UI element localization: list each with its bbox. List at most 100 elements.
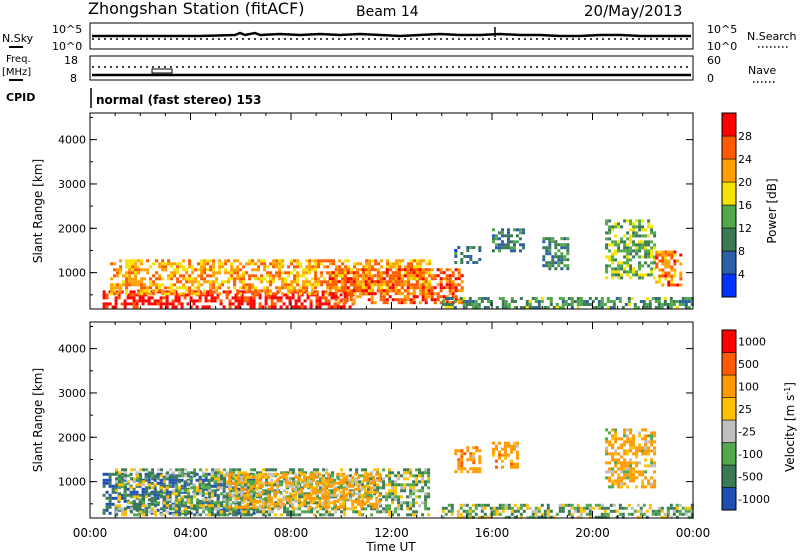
heatmap-cell xyxy=(181,489,185,493)
heatmap-cell xyxy=(127,501,131,505)
heatmap-cell xyxy=(608,467,612,471)
heatmap-cell xyxy=(328,271,332,275)
heatmap-cell xyxy=(672,300,676,303)
heatmap-cell xyxy=(173,289,177,293)
heatmap-cell xyxy=(315,490,319,494)
heatmap-cell xyxy=(343,286,347,290)
heatmap-cell xyxy=(650,225,654,229)
heatmap-cell xyxy=(412,277,416,281)
heatmap-cell xyxy=(664,256,668,260)
heatmap-cell xyxy=(125,277,129,281)
heatmap-cell xyxy=(321,293,325,297)
freq-dip xyxy=(151,68,173,74)
heatmap-cell xyxy=(516,441,519,445)
heatmap-cell xyxy=(385,283,389,287)
heatmap-cell xyxy=(218,283,222,287)
heatmap-cell xyxy=(131,262,135,266)
heatmap-cell xyxy=(290,289,294,293)
heatmap-cell xyxy=(570,503,574,507)
heatmap-cell xyxy=(626,485,630,489)
heatmap-cell xyxy=(214,507,218,511)
heatmap-cell xyxy=(164,286,168,290)
heatmap-cell xyxy=(249,496,253,500)
heatmap-cell xyxy=(647,252,651,256)
heatmap-cell xyxy=(340,510,344,514)
heatmap-cell xyxy=(237,490,241,494)
heatmap-cell xyxy=(632,479,636,483)
heatmap-cell xyxy=(391,495,395,499)
heatmap-cell xyxy=(635,273,639,277)
heatmap-cell xyxy=(170,289,174,293)
heatmap-cell xyxy=(258,493,262,497)
heatmap-cell xyxy=(638,449,642,453)
heatmap-cell xyxy=(355,271,359,275)
heatmap-cell xyxy=(608,264,612,268)
heatmap-cell xyxy=(388,280,392,284)
heatmap-cell xyxy=(650,458,654,462)
heatmap-cell xyxy=(350,289,354,293)
heatmap-cell xyxy=(278,271,282,275)
heatmap-cell xyxy=(190,507,194,511)
heatmap-cell xyxy=(394,280,398,284)
heatmap-cell xyxy=(658,274,662,278)
heatmap-cell xyxy=(327,505,331,509)
heatmap-cell xyxy=(146,292,150,296)
heatmap-cell xyxy=(297,296,301,300)
heatmap-cell xyxy=(525,503,529,507)
heatmap-cell xyxy=(439,277,443,281)
heatmap-cell xyxy=(352,274,356,278)
heatmap-cell xyxy=(261,490,265,494)
heatmap-cell xyxy=(206,268,210,272)
heatmap-cell xyxy=(394,483,398,487)
heatmap-cell xyxy=(468,509,472,513)
heatmap-cell xyxy=(560,258,564,262)
heatmap-cell xyxy=(263,259,267,263)
heatmap-cell xyxy=(558,506,562,510)
heatmap-cell xyxy=(439,286,443,290)
heatmap-cell xyxy=(644,273,648,277)
colorbar-swatch xyxy=(721,329,737,353)
colorbar-swatch xyxy=(721,135,737,160)
heatmap-cell xyxy=(128,271,132,275)
heatmap-cell xyxy=(276,487,280,491)
heatmap-cell xyxy=(380,280,384,284)
heatmap-cell xyxy=(427,468,431,472)
heatmap-cell xyxy=(566,267,570,271)
heatmap-cell xyxy=(644,255,648,259)
heatmap-cell xyxy=(579,512,583,516)
heatmap-cell xyxy=(210,499,214,503)
heatmap-cell xyxy=(460,289,464,293)
heatmap-cell xyxy=(145,510,149,514)
heatmap-cell xyxy=(684,303,688,306)
heatmap-cell xyxy=(560,261,564,265)
heatmap-cell xyxy=(158,262,162,266)
heatmap-cell xyxy=(507,237,510,241)
heatmap-cell xyxy=(421,292,425,296)
heatmap-cell xyxy=(548,237,552,241)
heatmap-cell xyxy=(324,493,328,497)
heatmap-cell xyxy=(336,305,340,309)
heatmap-cell xyxy=(230,265,234,269)
heatmap-cell xyxy=(611,452,615,456)
heatmap-cell xyxy=(567,297,571,300)
heatmap-cell xyxy=(257,268,261,272)
heatmap-cell xyxy=(285,478,289,482)
heatmap-cell xyxy=(658,280,662,284)
heatmap-cell xyxy=(251,286,255,290)
heatmap-cell xyxy=(361,483,365,487)
heatmap-cell xyxy=(131,268,135,272)
heatmap-cell xyxy=(561,303,565,306)
heatmap-cell xyxy=(179,280,183,284)
heatmap-cell xyxy=(259,510,263,514)
heatmap-cell xyxy=(623,452,627,456)
heatmap-cell xyxy=(291,481,295,485)
heatmap-cell xyxy=(150,496,154,500)
heatmap-cell xyxy=(284,280,288,284)
heatmap-cell xyxy=(516,509,520,513)
heatmap-cell xyxy=(192,299,196,303)
heatmap-cell xyxy=(243,505,247,509)
heatmap-cell xyxy=(638,276,642,280)
heatmap-cell xyxy=(181,498,185,502)
heatmap-cell xyxy=(210,296,214,300)
heatmap-cell xyxy=(209,259,213,263)
